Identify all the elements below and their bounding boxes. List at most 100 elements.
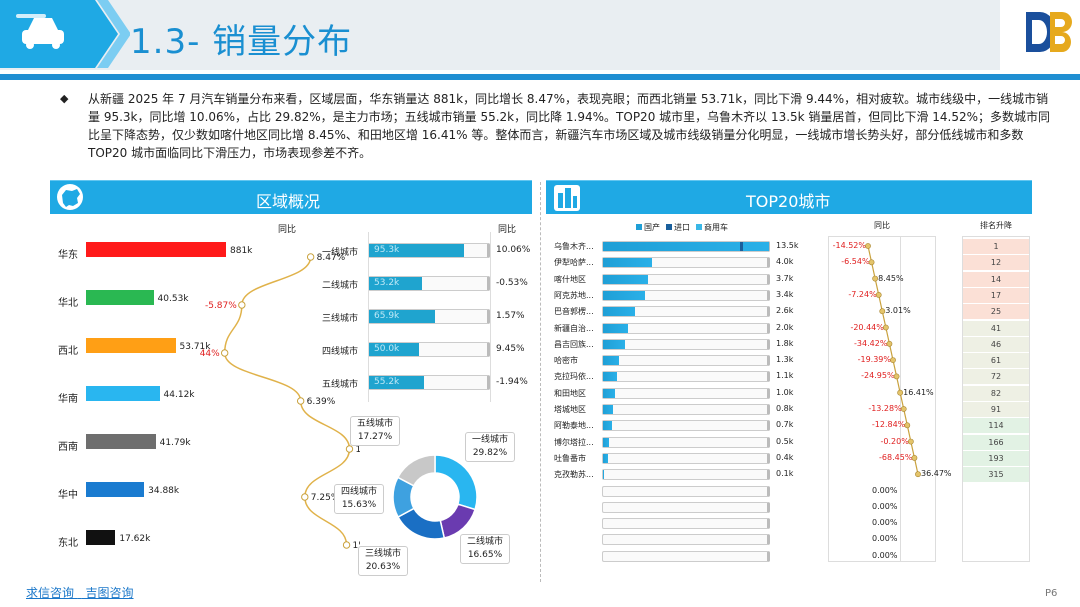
rank-cell: 166: [963, 434, 1029, 450]
city-yoy-point: [872, 275, 879, 282]
city-yoy: 0.00%: [872, 550, 898, 560]
car-logo-icon: [0, 0, 130, 68]
city-track: [602, 371, 770, 383]
rank-cell: 1: [963, 239, 1029, 254]
city-label: 克拉玛依...: [554, 372, 594, 382]
tier-bar-label: 95.3k: [374, 245, 400, 255]
right-panel-header: TOP20城市: [546, 180, 1032, 214]
city-bar: [603, 242, 769, 251]
city-track: [602, 534, 770, 546]
city-value: 13.5k: [776, 241, 799, 250]
city-value: 0.8k: [776, 404, 794, 413]
tier-yoy-label: 同比: [498, 225, 517, 235]
top20-city-chart: 国产 进口 商用车 同比 排名升降 乌鲁木齐... 13.5k -14.52% 1 伊犁哈萨...…: [550, 218, 1030, 578]
city-tier-share-donut: [392, 454, 478, 540]
city-yoy: 36.47%: [921, 469, 952, 479]
city-track: [602, 322, 770, 334]
bullet-icon: ◆: [60, 92, 69, 105]
rank-cell: 12: [963, 255, 1029, 271]
donut-callout: 一线城市 29.82%: [465, 432, 515, 462]
city-label: 喀什地区: [554, 274, 586, 284]
city-yoy-point: [915, 471, 921, 478]
jitu-link[interactable]: 吉图咨询: [85, 586, 134, 600]
top20-rank-header: 排名升降: [980, 221, 1012, 230]
city-label: 新疆自治...: [554, 323, 594, 333]
yoy-value: -9.44%: [200, 349, 220, 359]
city-bar: [603, 437, 610, 447]
city-yoy-point: [868, 259, 875, 266]
yoy-value: 7.25%: [311, 493, 340, 503]
city-bar: [603, 372, 617, 382]
tier-label: 四线城市: [322, 347, 359, 357]
region-value: 40.53k: [157, 294, 189, 304]
legend-label: 商用车: [704, 223, 728, 232]
city-yoy-point: [900, 406, 907, 412]
donut-callout-value: 16.65%: [467, 550, 503, 560]
city-yoy: -0.20%: [880, 436, 909, 446]
rank-cell: 41: [963, 320, 1029, 336]
footer-links: 求信咨询 吉图咨询: [26, 584, 134, 601]
city-value: 4.0k: [776, 257, 794, 267]
city-label: 塔城地区: [554, 405, 586, 414]
city-bar-import: [740, 242, 743, 251]
city-yoy: 3.01%: [885, 306, 911, 316]
brand-logo-icon: [1026, 12, 1072, 52]
left-panel-header: 区域概况: [50, 180, 532, 214]
region-label: 华南: [58, 394, 78, 405]
city-value: 2.6k: [776, 306, 794, 316]
city-track: [602, 404, 770, 415]
rank-cell: 61: [963, 353, 1029, 369]
region-label: 华东: [58, 250, 78, 261]
region-value: 41.79k: [159, 438, 191, 448]
donut-callout-label: 五线城市: [356, 419, 393, 429]
city-yoy: -7.24%: [848, 289, 877, 299]
region-label: 东北: [58, 538, 78, 549]
legend-swatch: [636, 224, 642, 230]
yoy-point: [345, 445, 354, 453]
city-label: 阿勒泰地...: [554, 421, 594, 431]
yoy-value: 16.56%: [355, 445, 360, 455]
panel-divider: [540, 182, 541, 582]
city-yoy: 8.45%: [878, 273, 904, 283]
city-track: [602, 273, 770, 285]
city-track: [602, 420, 770, 432]
city-track: [602, 436, 770, 448]
rank-cell: 91: [963, 402, 1029, 417]
yoy-value: -5.87%: [205, 301, 237, 311]
yoy-point: [220, 349, 229, 357]
yoy-point: [301, 493, 309, 501]
region-value: 34.88k: [148, 486, 180, 496]
city-track: [602, 257, 770, 269]
city-yoy: 0.00%: [872, 534, 898, 544]
donut-callout-label: 四线城市: [340, 487, 377, 497]
rank-cell: 14: [963, 271, 1029, 287]
city-yoy: -6.54%: [841, 257, 870, 267]
region-label: 西北: [58, 346, 78, 357]
donut-callouts: 一线城市 29.82% 二线城市 16.65% 三线城市 20.63% 四线城市 15.63%…: [334, 412, 520, 582]
city-bar: [603, 470, 605, 480]
city-value: 2.0k: [776, 322, 794, 332]
city-yoy: -14.52%: [832, 241, 866, 250]
tier-bar: [369, 244, 465, 257]
city-bar: [603, 421, 612, 431]
yoy-point: [238, 301, 246, 309]
city-bar: [603, 453, 608, 463]
city-track: [602, 355, 770, 367]
legend-label: 进口: [674, 223, 690, 232]
city-yoy: -20.44%: [850, 322, 884, 332]
city-yoy: 0.00%: [872, 485, 898, 495]
city-track: [602, 387, 770, 399]
qiuxin-link[interactable]: 求信咨询: [26, 586, 75, 600]
city-yoy: -34.42%: [854, 338, 888, 348]
city-value: 1.0k: [776, 387, 794, 397]
top20-legend: 国产 进口 商用车: [630, 222, 728, 233]
region-value: 44.12k: [163, 390, 195, 400]
city-label: 博尔塔拉...: [554, 437, 594, 447]
city-label: 吐鲁番市: [554, 453, 586, 463]
city-track: [602, 338, 770, 350]
donut-callout-value: 17.27%: [357, 432, 393, 442]
tier-yoy: 10.06%: [496, 245, 531, 255]
region-yoy-label: 同比: [278, 225, 297, 235]
city-value: 0.5k: [776, 436, 794, 446]
city-yoy-point: [882, 324, 889, 331]
